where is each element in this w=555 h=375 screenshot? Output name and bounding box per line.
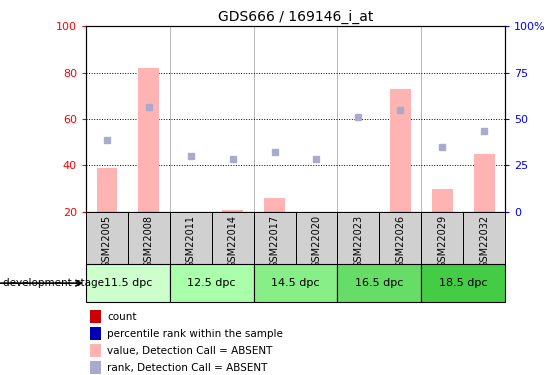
Bar xyxy=(337,264,421,302)
Bar xyxy=(86,264,170,302)
Text: value, Detection Call = ABSENT: value, Detection Call = ABSENT xyxy=(107,346,273,356)
Text: 11.5 dpc: 11.5 dpc xyxy=(104,278,152,288)
Bar xyxy=(90,327,100,340)
Text: GSM22014: GSM22014 xyxy=(228,214,238,267)
Bar xyxy=(212,212,254,264)
Text: GSM22032: GSM22032 xyxy=(479,214,489,268)
Bar xyxy=(86,212,128,264)
Text: development stage: development stage xyxy=(3,278,104,288)
Text: GSM22029: GSM22029 xyxy=(437,214,447,268)
Text: percentile rank within the sample: percentile rank within the sample xyxy=(107,328,283,339)
Text: rank, Detection Call = ABSENT: rank, Detection Call = ABSENT xyxy=(107,363,268,373)
Text: GSM22026: GSM22026 xyxy=(395,214,405,268)
Text: GSM22023: GSM22023 xyxy=(354,214,364,268)
Bar xyxy=(296,212,337,264)
Text: 14.5 dpc: 14.5 dpc xyxy=(271,278,320,288)
Bar xyxy=(222,210,243,212)
Bar xyxy=(432,189,453,212)
Text: GSM22017: GSM22017 xyxy=(270,214,280,268)
Bar xyxy=(170,264,254,302)
Bar xyxy=(264,198,285,212)
Bar xyxy=(90,362,100,374)
Bar xyxy=(170,212,212,264)
Bar xyxy=(421,212,463,264)
Bar xyxy=(138,68,159,212)
Text: count: count xyxy=(107,312,137,322)
Text: GSM22005: GSM22005 xyxy=(102,214,112,268)
Bar xyxy=(380,212,421,264)
Bar xyxy=(463,212,505,264)
Bar xyxy=(421,264,505,302)
Text: 18.5 dpc: 18.5 dpc xyxy=(439,278,487,288)
Text: GSM22008: GSM22008 xyxy=(144,214,154,267)
Title: GDS666 / 169146_i_at: GDS666 / 169146_i_at xyxy=(218,10,373,24)
Bar xyxy=(473,154,495,212)
Text: GSM22011: GSM22011 xyxy=(186,214,196,267)
Text: GSM22020: GSM22020 xyxy=(311,214,321,268)
Bar xyxy=(337,212,380,264)
Bar xyxy=(390,89,411,212)
Bar xyxy=(97,168,118,212)
Bar xyxy=(128,212,170,264)
Text: 16.5 dpc: 16.5 dpc xyxy=(355,278,403,288)
Text: 12.5 dpc: 12.5 dpc xyxy=(188,278,236,288)
Bar xyxy=(254,212,296,264)
Bar xyxy=(90,344,100,357)
Bar xyxy=(90,310,100,323)
Bar xyxy=(254,264,337,302)
